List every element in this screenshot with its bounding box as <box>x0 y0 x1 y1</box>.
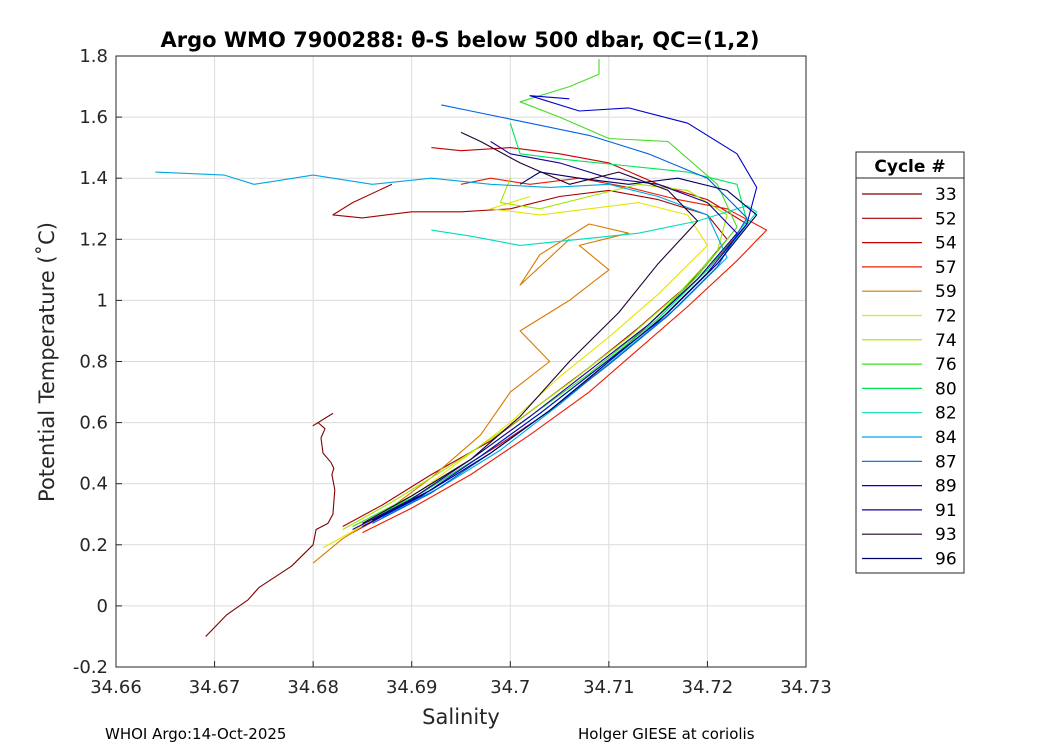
y-tick-label: 1.2 <box>79 229 108 250</box>
legend-label-84: 84 <box>935 428 957 448</box>
x-tick-label: 34.72 <box>682 677 734 698</box>
series-line-93 <box>362 131 699 524</box>
legend-label-57: 57 <box>935 258 957 278</box>
y-tick-label: 1 <box>97 290 108 311</box>
y-tick-label: 0.4 <box>79 474 108 495</box>
series-line-57 <box>362 177 768 534</box>
series-line-59 <box>312 223 630 564</box>
x-tick-label: 34.68 <box>287 677 339 698</box>
legend-label-91: 91 <box>935 501 957 521</box>
legend-label-76: 76 <box>935 355 957 375</box>
y-axis-label: Potential Temperature (˚C) <box>35 222 59 502</box>
legend-label-87: 87 <box>935 452 957 472</box>
series-line-84 <box>155 171 728 518</box>
series-line-89 <box>362 95 758 527</box>
chart-title: Argo WMO 7900288: θ-S below 500 dbar, QC… <box>161 28 760 52</box>
legend-title: Cycle # <box>874 157 945 177</box>
legend-label-74: 74 <box>935 331 957 351</box>
legend-label-59: 59 <box>935 282 957 302</box>
y-tick-label: 0.6 <box>79 413 108 434</box>
legend-label-93: 93 <box>935 525 957 545</box>
legend-box <box>855 151 965 574</box>
y-tick-labels: -0.2 0 0.2 0.4 0.6 0.8 1 1.2 1.4 1.6 1.8 <box>73 46 108 678</box>
legend: Cycle # 33 52 54 57 59 72 74 76 80 82 84 87 89 91 93 96 <box>855 151 965 574</box>
x-tick-labels: 34.66 34.67 34.68 34.69 34.7 34.71 34.72 34.73 <box>90 677 832 698</box>
y-tick-label: 1.4 <box>79 168 108 189</box>
y-tick-label: 1.6 <box>79 107 108 128</box>
series-lines <box>155 59 768 637</box>
y-tick-label: 0.2 <box>79 535 108 556</box>
y-tick-label: 1.8 <box>79 46 108 67</box>
plot-frame <box>115 55 807 668</box>
x-tick-label: 34.69 <box>386 677 438 698</box>
legend-label-72: 72 <box>935 307 957 327</box>
legend-label-52: 52 <box>935 209 957 229</box>
x-tick-label: 34.7 <box>490 677 530 698</box>
x-tick-label: 34.67 <box>189 677 241 698</box>
series-line-72 <box>322 195 708 549</box>
footer-right: Holger GIESE at coriolis <box>578 725 755 743</box>
x-tick-label: 34.73 <box>780 677 832 698</box>
legend-label-54: 54 <box>935 234 957 254</box>
legend-label-89: 89 <box>935 477 957 497</box>
series-line-33 <box>205 412 336 637</box>
legend-label-80: 80 <box>935 379 957 399</box>
legend-label-82: 82 <box>935 404 957 424</box>
x-axis-label: Salinity <box>422 705 500 729</box>
series-line-91 <box>352 141 738 530</box>
y-tick-label: 0.8 <box>79 352 108 373</box>
x-tick-label: 34.71 <box>583 677 635 698</box>
legend-label-96: 96 <box>935 550 957 570</box>
legend-items: 33 52 54 57 59 72 74 76 80 82 84 87 89 91 93 96 <box>862 185 957 570</box>
series-line-96 <box>372 171 758 521</box>
footer-left: WHOI Argo:14-Oct-2025 <box>105 725 287 743</box>
y-tick-label: -0.2 <box>73 657 108 678</box>
x-tick-label: 34.66 <box>90 677 142 698</box>
y-tick-label: 0 <box>97 596 108 617</box>
legend-label-33: 33 <box>935 185 957 205</box>
